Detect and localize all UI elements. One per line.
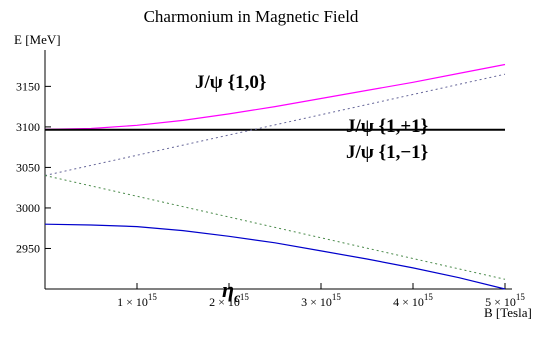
chart-title: Charmonium in Magnetic Field [144, 7, 359, 26]
y-tick-label: 3050 [16, 160, 40, 174]
eta-subscript: c [234, 291, 241, 306]
x-tick-label: 1 × 1015 [117, 292, 157, 309]
series-line-4 [44, 175, 506, 280]
x-tick-label: 5 × 1015 [485, 292, 525, 309]
label-jpsi-1-plus1: J/ψ {1,+1} [346, 116, 428, 137]
y-axis-label: E [MeV] [14, 32, 61, 47]
x-tick-label: 2 × 1015 [209, 292, 249, 309]
eta-symbol: η [222, 277, 234, 302]
curves [44, 63, 506, 290]
y-tick-label: 2950 [16, 241, 40, 255]
series-line-0 [44, 63, 506, 130]
x-tick-label: 4 × 1015 [393, 292, 433, 309]
label-jpsi-1-minus1: J/ψ {1,−1} [346, 142, 428, 163]
ticks: 2950 3000 3050 3100 3150 1 × 1015 2 × 1015 3 × … [16, 79, 525, 309]
label-jpsi-1-0: J/ψ {1,0} [195, 72, 266, 93]
x-tick-label: 3 × 1015 [301, 292, 341, 309]
y-tick-label: 3100 [16, 120, 40, 134]
axes [44, 50, 512, 290]
series-line-5 [44, 223, 506, 290]
label-eta-c: ηc [222, 277, 241, 306]
x-axis-label: B [Tesla] [484, 305, 532, 320]
series-line-3 [44, 73, 506, 176]
y-tick-label: 3150 [16, 79, 40, 93]
y-tick-label: 3000 [16, 201, 40, 215]
